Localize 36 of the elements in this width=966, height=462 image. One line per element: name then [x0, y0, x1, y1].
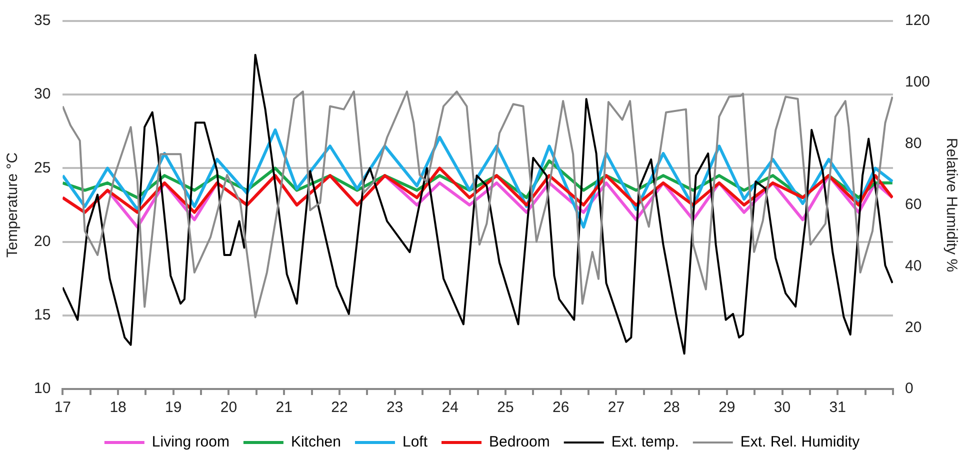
x-tick-label: 30	[774, 399, 791, 416]
legend-label: Kitchen	[290, 434, 341, 451]
x-tick-label: 18	[110, 399, 126, 416]
x-tick-label: 21	[276, 399, 292, 416]
legend-label: Ext. Rel. Humidity	[740, 434, 860, 451]
x-tick-label: 24	[442, 399, 458, 416]
y2-tick-label: 20	[904, 318, 922, 336]
x-tick-label: 20	[220, 399, 238, 416]
y-tick-label: 20	[34, 232, 51, 250]
legend-label: Living room	[152, 434, 230, 451]
x-tick-label: 28	[663, 399, 680, 416]
x-tick-label: 31	[829, 399, 846, 416]
y2-tick-label: 120	[904, 12, 930, 30]
x-tick-label: 27	[608, 399, 625, 416]
y2-tick-label: 40	[904, 257, 922, 274]
x-tick-label: 26	[552, 399, 570, 416]
y-tick-label: 30	[34, 86, 51, 103]
x-tick-label: 19	[165, 399, 182, 416]
x-tick-label: 17	[54, 399, 72, 416]
y-tick-label: 10	[34, 380, 51, 398]
y2-axis-title: Relative Humidity %	[942, 138, 960, 272]
y-tick-label: 35	[34, 12, 51, 30]
y2-tick-label: 80	[904, 134, 922, 152]
y2-tick-label: 0	[904, 380, 914, 398]
y-axis-title: Temperature °C	[4, 152, 22, 258]
y2-tick-label: 60	[904, 196, 922, 214]
x-tick-label: 23	[386, 399, 404, 416]
y-tick-label: 15	[34, 306, 51, 324]
y2-tick-label: 100	[904, 73, 930, 90]
legend-label: Bedroom	[489, 434, 550, 451]
y-tick-label: 25	[34, 159, 51, 176]
x-tick-label: 25	[497, 399, 514, 416]
x-tick-label: 22	[331, 399, 348, 416]
legend-label: Loft	[402, 434, 428, 451]
x-tick-label: 29	[718, 399, 736, 416]
legend-label: Ext. temp.	[611, 434, 679, 451]
